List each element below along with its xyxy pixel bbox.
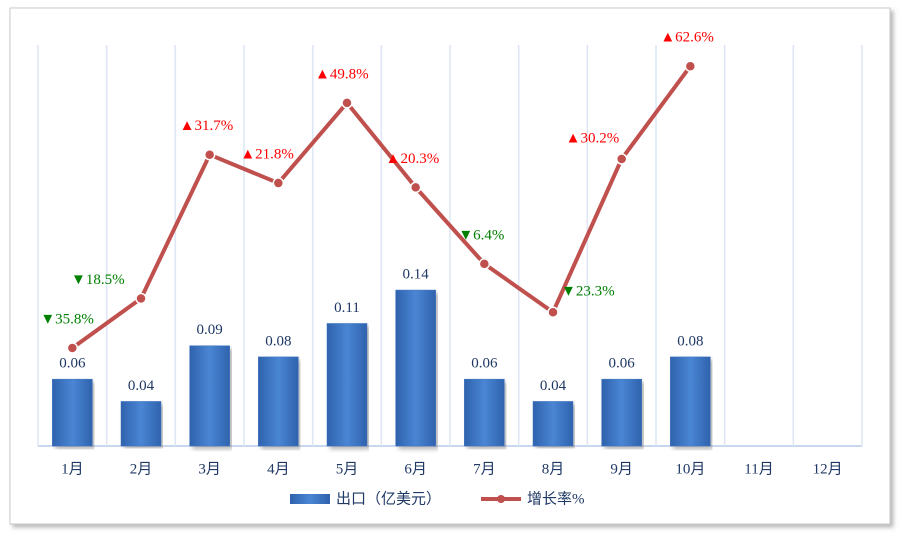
bar bbox=[395, 289, 436, 447]
legend-label: 出口（亿美元） bbox=[336, 490, 441, 507]
legend-label: 增长率% bbox=[527, 490, 585, 507]
line-point bbox=[684, 60, 697, 72]
x-tick-label: 11月 bbox=[744, 461, 773, 477]
x-tick-label: 7月 bbox=[473, 461, 496, 477]
bar bbox=[532, 401, 574, 447]
legend-swatch bbox=[290, 494, 330, 504]
line-value-label: ▲49.8% bbox=[315, 66, 369, 82]
line-point bbox=[615, 153, 628, 165]
bar bbox=[601, 378, 642, 447]
x-tick-label: 4月 bbox=[267, 461, 290, 477]
bar-value-label: 0.14 bbox=[403, 266, 430, 282]
line-point bbox=[66, 342, 79, 354]
bar bbox=[189, 345, 230, 447]
bar bbox=[464, 378, 505, 447]
bar-value-label: 0.08 bbox=[265, 333, 291, 349]
bar-value-label: 0.08 bbox=[677, 333, 703, 349]
line-value-label: ▲20.3% bbox=[386, 151, 440, 167]
line-point bbox=[272, 177, 285, 189]
line-point bbox=[478, 258, 491, 270]
bar-value-label: 0.06 bbox=[609, 356, 636, 372]
x-tick-label: 9月 bbox=[610, 461, 633, 477]
bar-value-label: 0.06 bbox=[471, 356, 498, 372]
line-value-label: ▼23.3% bbox=[561, 284, 615, 300]
bar-value-label: 0.06 bbox=[59, 356, 86, 372]
line-value-label: ▲21.8% bbox=[240, 146, 294, 162]
x-tick-label: 12月 bbox=[813, 461, 843, 477]
bar-value-label: 0.11 bbox=[334, 300, 360, 316]
line-value-label: ▲62.6% bbox=[660, 30, 714, 46]
x-tick-label: 6月 bbox=[404, 461, 427, 477]
line-value-label: ▲31.7% bbox=[180, 118, 234, 134]
x-tick-label: 1月 bbox=[61, 461, 84, 477]
line-point bbox=[203, 148, 216, 161]
bar bbox=[670, 356, 711, 447]
x-tick-label: 8月 bbox=[542, 461, 565, 477]
line-value-label: ▲30.2% bbox=[566, 130, 620, 146]
bar bbox=[52, 378, 93, 447]
bar-value-label: 0.04 bbox=[128, 378, 155, 394]
legend-swatch bbox=[497, 495, 506, 503]
bar-value-label: 0.09 bbox=[197, 322, 223, 338]
line-value-label: ▼35.8% bbox=[40, 311, 94, 327]
line-value-label: ▼6.4% bbox=[458, 227, 504, 243]
line-point bbox=[135, 292, 147, 305]
x-tick-label: 3月 bbox=[198, 461, 221, 477]
line bbox=[71, 65, 692, 350]
bar bbox=[258, 356, 299, 447]
bar-value-label: 0.04 bbox=[540, 378, 567, 394]
line-point bbox=[547, 306, 559, 318]
bar bbox=[326, 323, 368, 447]
line-value-label: ▼18.5% bbox=[71, 272, 125, 288]
x-tick-label: 2月 bbox=[130, 461, 153, 477]
bar bbox=[120, 401, 162, 447]
x-tick-label: 5月 bbox=[336, 461, 359, 477]
line-point bbox=[341, 97, 353, 109]
x-tick-label: 10月 bbox=[675, 461, 705, 477]
line-point bbox=[409, 181, 422, 194]
